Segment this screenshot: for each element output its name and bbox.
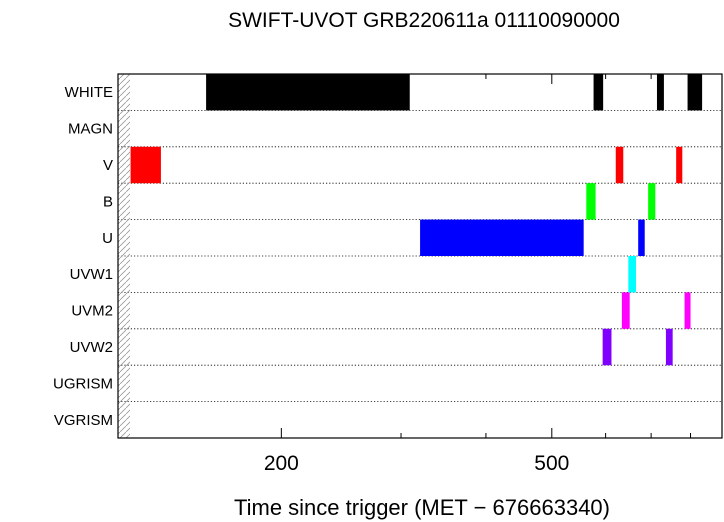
row-label-uvw1: UVW1 (70, 266, 113, 283)
row-label-uvw2: UVW2 (70, 339, 113, 356)
row-label-u: U (102, 230, 113, 247)
segment-white (206, 74, 410, 111)
segment-white (656, 74, 664, 111)
filter-labels: WHITE MAGN V B U UVW1 UVM2 UVW2 UGRISM VGRISM (53, 84, 113, 429)
segment-uvm2 (621, 292, 630, 329)
exposure-segments (130, 74, 703, 366)
segment-white (593, 74, 604, 111)
row-label-white: WHITE (65, 84, 113, 101)
segment-u (420, 219, 584, 256)
row-label-uvm2: UVM2 (71, 303, 113, 320)
segment-b (648, 183, 656, 220)
row-label-vgrism: VGRISM (54, 412, 113, 429)
row-label-magn: MAGN (68, 121, 113, 138)
x-tick-label: 500 (534, 452, 569, 475)
segment-u (638, 219, 645, 256)
segment-v (615, 146, 624, 184)
plot-frame (117, 73, 723, 439)
chart-title: SWIFT-UVOT GRB220611a 01110090000 (228, 9, 620, 32)
segment-v (130, 146, 161, 184)
row-label-ugrism: UGRISM (53, 375, 113, 392)
row-label-b: B (103, 193, 113, 210)
x-axis-label: Time since trigger (MET − 676663340) (234, 495, 610, 520)
segment-v (676, 146, 683, 184)
x-tick-label: 200 (264, 452, 299, 475)
segment-uvm2 (684, 292, 691, 329)
hatched-left-margin (118, 74, 130, 438)
x-axis-ticks: 200 500 (264, 74, 692, 475)
segment-uvw2 (602, 328, 612, 366)
segment-uvw1 (628, 256, 636, 293)
segment-uvw2 (665, 328, 673, 366)
row-label-v: V (103, 157, 113, 174)
segment-b (586, 183, 596, 220)
segment-white (687, 74, 703, 111)
